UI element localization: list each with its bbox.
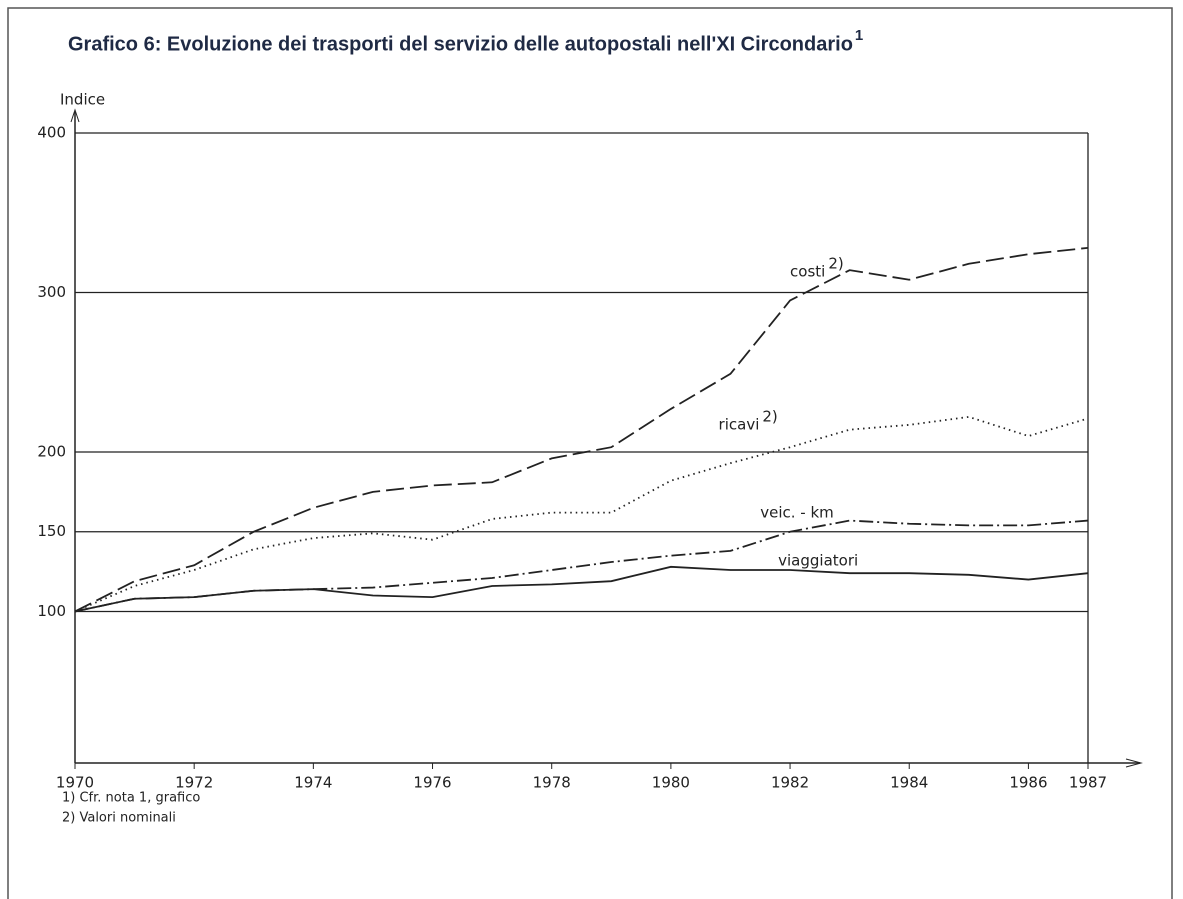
title-note: 1 xyxy=(855,27,863,44)
x-tick-label: 1972 xyxy=(175,774,213,792)
chart-title: Grafico 6: Evoluzione dei trasporti del … xyxy=(68,33,853,55)
series-label: veic. - km xyxy=(760,504,834,522)
series-label: costi xyxy=(790,263,825,281)
series-line xyxy=(74,246,1089,613)
x-tick-label: 1987 xyxy=(1069,774,1107,792)
footnote: 1) Cfr. nota 1, grafico xyxy=(62,791,200,806)
x-tick-label: 1984 xyxy=(890,774,928,792)
x-tick-label: 1986 xyxy=(1009,774,1047,792)
footnote: 2) Valori nominali xyxy=(62,811,176,826)
series-label: viaggiatori xyxy=(778,552,858,570)
y-tick-label: 400 xyxy=(37,124,66,142)
series-line xyxy=(74,519,1089,613)
series-label: ricavi xyxy=(719,416,760,434)
x-tick-label: 1980 xyxy=(652,774,690,792)
series-line xyxy=(74,565,1089,613)
frame xyxy=(7,7,1173,899)
series-note: 2) xyxy=(828,255,843,273)
x-tick-label: 1970 xyxy=(56,774,94,792)
x-tick-label: 1978 xyxy=(533,774,571,792)
y-tick-label: 100 xyxy=(37,602,66,620)
series-note: 2) xyxy=(762,408,777,426)
y-tick-label: 150 xyxy=(37,522,66,540)
y-arrow xyxy=(70,108,80,123)
y-tick-label: 200 xyxy=(37,442,66,460)
y-axis-label: Indice xyxy=(60,91,105,109)
x-arrow xyxy=(1125,758,1143,768)
x-tick-label: 1976 xyxy=(413,774,451,792)
y-tick-label: 300 xyxy=(37,283,66,301)
x-tick-label: 1974 xyxy=(294,774,332,792)
x-tick-label: 1982 xyxy=(771,774,809,792)
series-line xyxy=(74,415,1089,613)
